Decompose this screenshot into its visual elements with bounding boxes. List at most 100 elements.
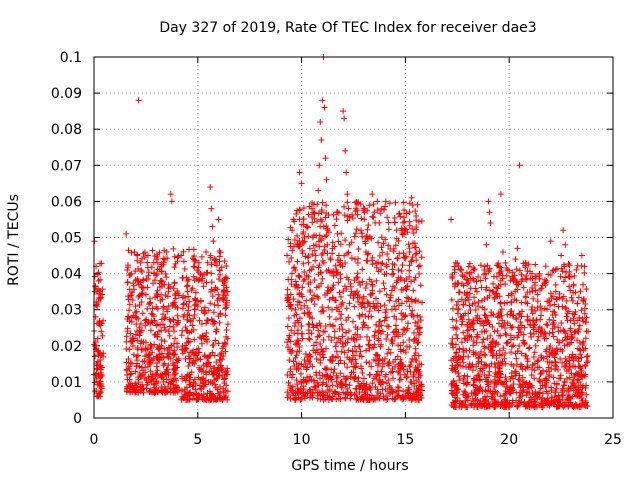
data-point	[538, 285, 545, 292]
data-point	[363, 381, 370, 388]
data-point	[473, 288, 480, 295]
data-point	[198, 385, 205, 392]
data-point	[380, 393, 387, 400]
data-point	[499, 248, 506, 255]
data-point	[141, 375, 148, 382]
data-point	[373, 371, 380, 378]
data-point	[221, 258, 228, 265]
data-point	[91, 379, 98, 386]
data-point	[329, 239, 336, 246]
data-point	[539, 395, 546, 402]
data-point	[343, 329, 350, 336]
data-point	[397, 376, 404, 383]
data-point	[516, 310, 523, 317]
data-point	[207, 288, 214, 295]
data-point	[95, 371, 102, 378]
data-point	[183, 300, 190, 307]
data-point	[319, 387, 326, 394]
data-point	[375, 268, 382, 275]
data-point	[370, 214, 377, 221]
data-point	[465, 296, 472, 303]
data-point	[366, 202, 373, 209]
data-point	[496, 347, 503, 354]
data-point	[406, 222, 413, 229]
data-point	[182, 355, 189, 362]
data-point	[324, 383, 331, 390]
data-point	[315, 382, 322, 389]
data-point	[479, 365, 486, 372]
data-point	[406, 336, 413, 343]
data-point	[317, 223, 324, 230]
data-point	[323, 366, 330, 373]
data-point	[192, 289, 199, 296]
data-point	[310, 263, 317, 270]
data-point	[183, 283, 190, 290]
data-point	[123, 338, 130, 345]
data-point	[575, 294, 582, 301]
data-point	[326, 296, 333, 303]
data-point	[216, 395, 223, 402]
data-point	[142, 339, 149, 346]
data-point	[398, 316, 405, 323]
data-point	[310, 342, 317, 349]
data-point	[288, 270, 295, 277]
data-point	[371, 341, 378, 348]
ticks: 00.010.020.030.040.050.060.070.080.090.1…	[51, 50, 622, 448]
data-point	[300, 216, 307, 223]
data-point	[171, 253, 178, 260]
data-point	[398, 348, 405, 355]
data-point	[456, 373, 463, 380]
data-point	[354, 207, 361, 214]
data-point	[417, 282, 424, 289]
data-point	[216, 253, 223, 260]
data-point	[464, 289, 471, 296]
data-point	[450, 324, 457, 331]
data-point	[502, 360, 509, 367]
data-point	[402, 349, 409, 356]
data-point	[170, 340, 177, 347]
data-point	[174, 258, 181, 265]
data-point	[407, 368, 414, 375]
data-point	[208, 205, 215, 212]
data-point	[515, 281, 522, 288]
data-point	[317, 118, 324, 125]
data-point	[142, 322, 149, 329]
data-point	[342, 395, 349, 402]
data-point	[139, 371, 146, 378]
x-axis-label: GPS time / hours	[291, 458, 408, 474]
data-point	[491, 391, 498, 398]
data-point	[378, 244, 385, 251]
data-point	[298, 370, 305, 377]
data-point	[514, 245, 521, 252]
data-point	[133, 308, 140, 315]
data-point	[186, 371, 193, 378]
data-point	[305, 233, 312, 240]
data-point	[331, 328, 338, 335]
data-point	[292, 278, 299, 285]
data-point	[384, 331, 391, 338]
data-point	[574, 262, 581, 269]
data-point	[530, 295, 537, 302]
data-point	[358, 303, 365, 310]
data-point	[528, 366, 535, 373]
data-point	[355, 378, 362, 385]
data-point	[154, 259, 161, 266]
data-point	[565, 273, 572, 280]
data-point	[374, 207, 381, 214]
data-point	[515, 376, 522, 383]
data-point	[358, 227, 365, 234]
data-point	[514, 334, 521, 341]
data-point	[388, 337, 395, 344]
y-tick-label: 0.05	[51, 231, 82, 247]
data-point	[385, 242, 392, 249]
data-point	[397, 356, 404, 363]
data-point	[341, 360, 348, 367]
data-point	[401, 313, 408, 320]
data-point	[459, 280, 466, 287]
data-point	[464, 379, 471, 386]
data-point	[390, 270, 397, 277]
data-point	[405, 295, 412, 302]
data-point	[138, 364, 145, 371]
data-point	[555, 303, 562, 310]
data-point	[192, 350, 199, 357]
